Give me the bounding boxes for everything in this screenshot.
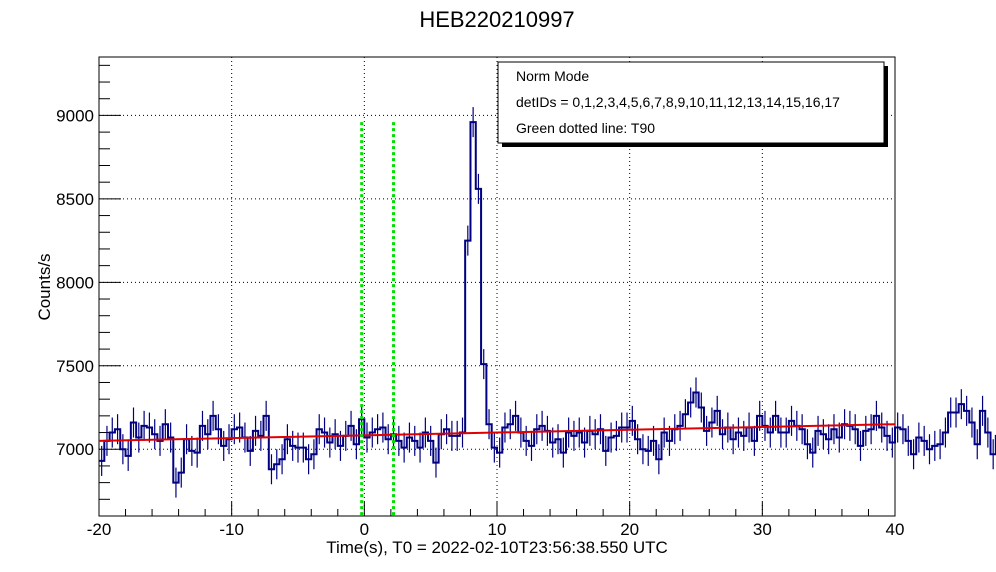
y-tick-label: 8500 <box>56 190 94 209</box>
legend-entry-t90: Green dotted line: T90 <box>516 120 655 136</box>
x-tick-label: 30 <box>753 520 772 539</box>
x-axis: -20 -10 0 10 20 30 40 <box>87 502 905 539</box>
t90-lines <box>360 122 396 516</box>
x-tick-label: 40 <box>886 520 905 539</box>
y-tick-label: 7000 <box>56 440 94 459</box>
legend-entry-mode: Norm Mode <box>516 68 589 84</box>
y-axis: 7000 7500 8000 8500 9000 <box>56 64 121 500</box>
histogram-series <box>99 107 996 498</box>
legend-entry-detids: detIDs = 0,1,2,3,4,5,6,7,8,9,10,11,12,13… <box>516 94 840 110</box>
x-tick-label: 0 <box>360 520 369 539</box>
y-tick-label: 9000 <box>56 106 94 125</box>
fit-series <box>98 423 896 442</box>
histogram-line <box>99 121 996 484</box>
y-tick-label: 8000 <box>56 273 94 292</box>
x-tick-label: 10 <box>488 520 507 539</box>
legend-box <box>497 61 885 144</box>
x-tick-label: -10 <box>219 520 244 539</box>
y-axis-label: Counts/s <box>35 253 54 320</box>
fit-line <box>98 423 896 442</box>
chart-title: HEB220210997 <box>419 7 574 32</box>
x-tick-label: -20 <box>87 520 112 539</box>
legend: Norm Mode detIDs = 0,1,2,3,4,5,6,7,8,9,1… <box>497 61 888 147</box>
y-tick-label: 7500 <box>56 357 94 376</box>
x-axis-label: Time(s), T0 = 2022-02-10T23:56:38.550 UT… <box>326 538 668 557</box>
x-tick-label: 20 <box>620 520 639 539</box>
